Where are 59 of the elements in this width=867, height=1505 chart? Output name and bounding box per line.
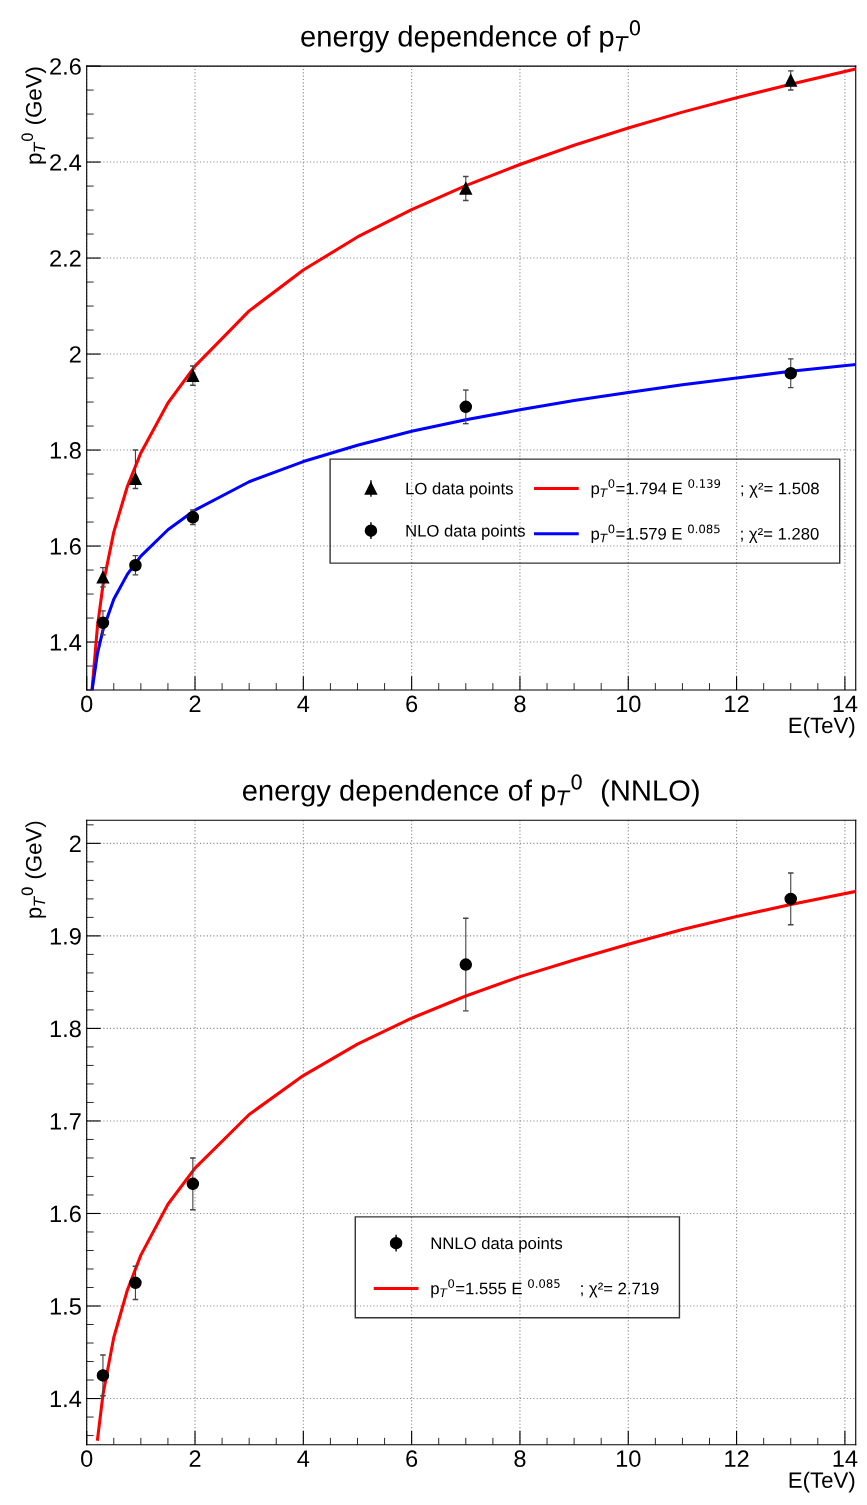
point (96, 616, 110, 630)
point (459, 400, 473, 414)
point (129, 1276, 142, 1290)
x-tick-label: 8 (514, 695, 526, 713)
y-tick-label: 1.7 (50, 1113, 81, 1130)
point (96, 1369, 110, 1382)
y-tick-label: 1.8 (50, 1020, 81, 1038)
y-tick-label: 1.4 (50, 634, 82, 651)
y-tick-label: 2.2 (50, 250, 81, 267)
x-tick-label: 6 (406, 695, 418, 713)
x-tick-label: 0 (81, 695, 93, 713)
y-tick-label: 1.4 (50, 1390, 82, 1408)
point (129, 558, 142, 572)
y-tick-label: 2 (69, 346, 81, 363)
y-tick-label: 1.6 (50, 1205, 81, 1223)
x-tick-label: 4 (297, 1450, 310, 1467)
x-tick-label: 10 (616, 695, 641, 713)
x-tick-label: 6 (406, 1450, 418, 1467)
line-series (96, 889, 856, 1441)
x-tick-label: 0 (81, 1450, 93, 1467)
y-tick-label: 2.6 (50, 58, 81, 75)
x-tick-label: 14 (833, 695, 858, 713)
point (459, 958, 473, 971)
x-tick-label: 4 (297, 695, 310, 713)
point (186, 369, 200, 382)
x-tick-label: 2 (189, 1450, 201, 1467)
point (459, 182, 473, 195)
x-tick-label: 12 (725, 1450, 749, 1467)
y-axis-title: p$_{T}$$^{0}$ (GeV) (21, 67, 47, 164)
line-series (90, 363, 856, 691)
y-tick-label: 2 (69, 835, 81, 852)
text: p$_{T}$$^{0}$=1.794 E $^{0.139}$ ; χ²= 1.508 (591, 479, 819, 498)
x-tick-label: 2 (189, 695, 201, 713)
point (784, 74, 797, 87)
x-tick-label: 10 (616, 1450, 641, 1467)
x-tick-label: 12 (725, 695, 749, 713)
chart-title: energy dependence of p$_{T}$$^{0}$ (NNLO) (242, 774, 699, 807)
legend-label: NLO data points (406, 524, 525, 540)
y-tick-label: 1.5 (50, 1298, 81, 1315)
y-tick-label: 2.4 (50, 154, 82, 171)
y-tick-label: 1.6 (50, 538, 81, 555)
line-series (90, 67, 856, 691)
y-tick-label: 1.9 (50, 927, 81, 945)
point (784, 367, 797, 380)
chart-title: energy dependence of p$_{T}$$^{0}$ (301, 20, 641, 53)
y-tick-label: 1.8 (50, 442, 81, 459)
x-axis-title: E(TeV) (789, 716, 855, 738)
x-tick-label: 8 (514, 1450, 526, 1467)
point (129, 472, 142, 486)
text: p$_{T}$$^{0}$=1.555 E $^{0.085}$ ; χ²= 2.719 (431, 1279, 659, 1298)
point (784, 892, 797, 906)
point (96, 570, 110, 584)
x-axis-title: E(TeV) (789, 1471, 855, 1493)
y-axis-title: p$_{T}$$^{0}$ (GeV) (21, 821, 47, 918)
text: p$_{T}$$^{0}$=1.579 E $^{0.085}$ ; χ²= 1.280 (591, 524, 819, 543)
legend-label: LO data points (406, 482, 513, 498)
point (186, 1177, 200, 1191)
legend-label: NNLO data points (431, 1236, 563, 1253)
x-tick-label: 14 (833, 1450, 858, 1467)
